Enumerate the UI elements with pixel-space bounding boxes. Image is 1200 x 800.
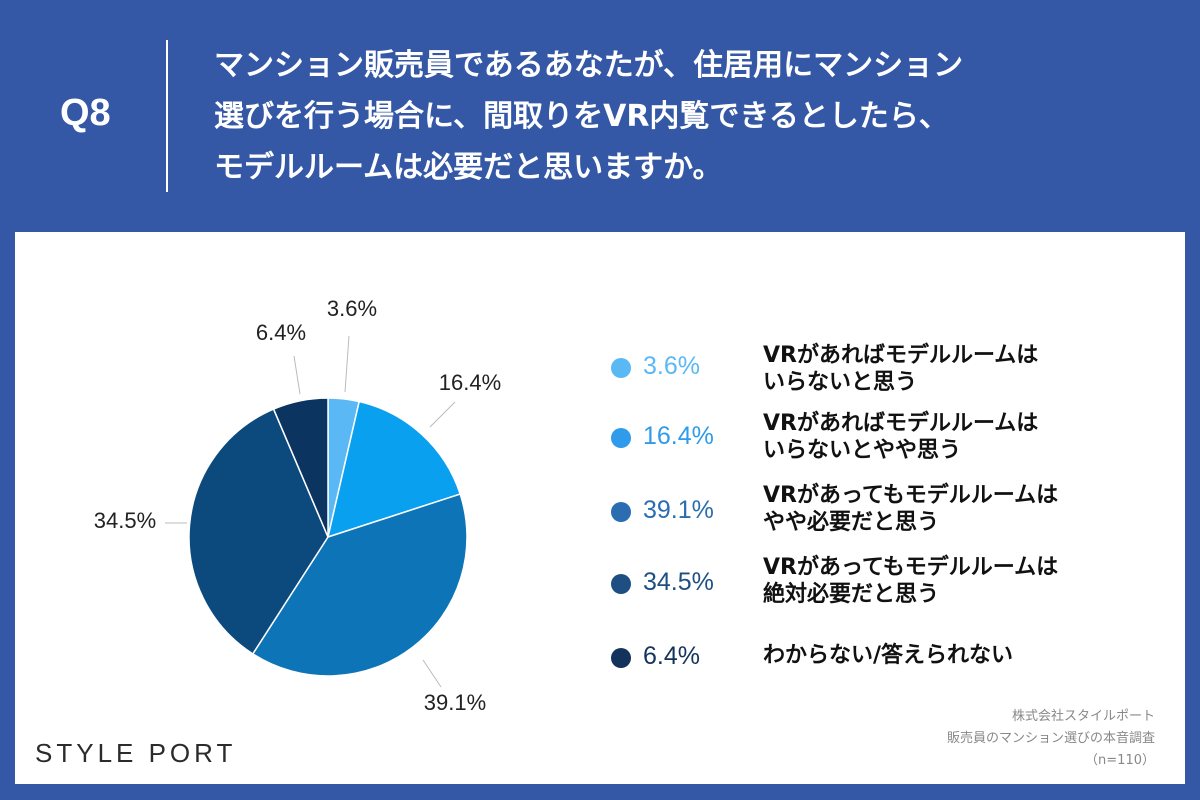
- legend-label-4-line2: 絶対必要だと思う: [763, 582, 940, 607]
- legend-label-2: VRがあればモデルルームは いらないとやや思う: [763, 410, 1143, 464]
- legend-label-4: VRがあってもモデルルームは 絶対必要だと思う: [763, 554, 1143, 608]
- pie-slice-4: [188, 408, 329, 655]
- question-text: マンション販売員であるあなたが、住居用にマンション 選びを行う場合に、間取りをV…: [214, 40, 1114, 193]
- legend-label-1-line2: いらないと思う: [763, 370, 918, 395]
- legend-label-3: VRがあってもモデルルームは やや必要だと思う: [763, 482, 1143, 536]
- legend-label-3-line1: VRがあってもモデルルームは: [763, 483, 1059, 508]
- legend-pct-2: 16.4%: [643, 422, 714, 450]
- question-number: Q8: [60, 92, 111, 134]
- question-line-2: 選びを行う場合に、間取りをVR内覧できるとしたら、: [214, 99, 949, 134]
- pie-data-label-2: 16.4%: [439, 370, 501, 395]
- legend-pct-4: 34.5%: [643, 568, 714, 596]
- legend-label-5-line1: わからない/答えられない: [763, 643, 1014, 668]
- pie-slice-5: [272, 397, 329, 538]
- legend-label-2-line2: いらないとやや思う: [763, 438, 962, 463]
- legend-label-1: VRがあればモデルルームは いらないと思う: [763, 342, 1143, 396]
- question-line-1: マンション販売員であるあなたが、住居用にマンション: [214, 48, 964, 83]
- pie-leader-line-1: [344, 335, 350, 393]
- legend-pct-5: 6.4%: [643, 642, 700, 670]
- pie-data-label-3: 39.1%: [424, 690, 486, 715]
- pie-data-label-1: 3.6%: [327, 296, 377, 321]
- pie-leader-line-5: [293, 355, 301, 395]
- legend-pct-1: 3.6%: [643, 352, 700, 380]
- pie-slice-2: [326, 400, 462, 539]
- question-line-3: モデルルームは必要だと思いますか。: [214, 150, 723, 185]
- legend-label-5: わからない/答えられない: [763, 642, 1143, 669]
- pie-leader-line-3: [422, 659, 442, 688]
- style-port-logo: STYLE PORT: [35, 738, 237, 768]
- chart-panel: 3.6% 16.4% 39.1% 34.5% 6.4% 3.6% VRがあればモデルルー…: [15, 232, 1185, 784]
- legend-label-4-line1: VRがあってもモデルルームは: [763, 555, 1059, 580]
- pie-leader-line-2: [429, 401, 456, 428]
- source-line-2: 販売員のマンション選びの本音調査: [946, 731, 1155, 746]
- legend-label-1-line1: VRがあればモデルルームは: [763, 343, 1039, 368]
- source-note: 株式会社スタイルポート 販売員のマンション選びの本音調査 （n=110）: [947, 706, 1155, 772]
- legend-label-3-line2: やや必要だと思う: [763, 510, 940, 535]
- pie-data-label-5: 6.4%: [256, 320, 306, 345]
- source-line-1: 株式会社スタイルポート: [1011, 709, 1155, 724]
- pie-chart: 3.6% 16.4% 39.1% 34.5% 6.4%: [94, 296, 501, 715]
- pie-slice-3: [251, 493, 468, 677]
- pie-data-label-4: 34.5%: [94, 508, 156, 533]
- header-divider: [166, 40, 168, 192]
- source-line-3: （n=110）: [1085, 753, 1155, 768]
- legend-label-2-line1: VRがあればモデルルームは: [763, 411, 1039, 436]
- legend-pct-3: 39.1%: [643, 496, 714, 524]
